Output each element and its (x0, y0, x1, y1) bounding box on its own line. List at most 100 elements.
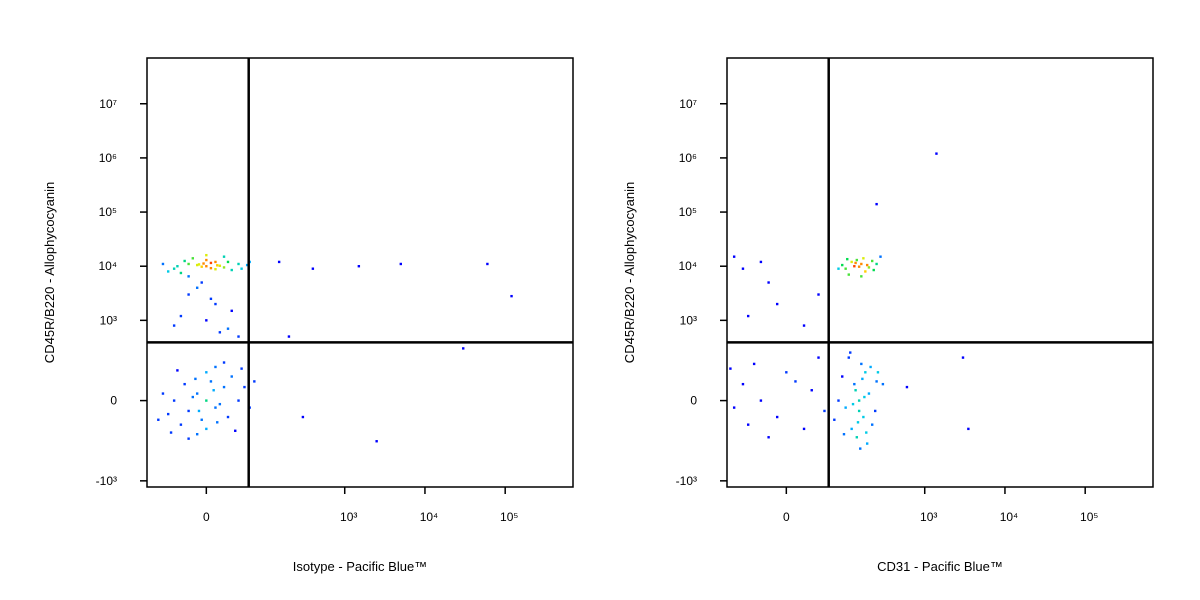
event-dot (205, 399, 208, 402)
event-dot (253, 380, 256, 383)
event-dot (881, 382, 885, 386)
event-dot (166, 270, 170, 273)
event-dot (161, 392, 165, 395)
event-dot (860, 275, 863, 278)
event-dot (226, 327, 230, 330)
y-tick-label: -10³ (676, 474, 697, 488)
event-dot (209, 380, 213, 383)
event-dot (183, 259, 186, 263)
x-tick-label: 10⁴ (1000, 510, 1019, 524)
event-dot (867, 392, 871, 395)
event-dot (732, 255, 736, 258)
event-dot (187, 262, 190, 266)
event-dot (462, 347, 465, 350)
event-dot (862, 257, 865, 260)
event-dot (226, 260, 230, 264)
x-axis-label: CD31 - Pacific Blue™ (877, 559, 1003, 574)
event-dot (854, 389, 857, 392)
event-dot (240, 267, 243, 270)
event-dot (243, 385, 246, 389)
event-dot (209, 261, 213, 265)
event-dot (847, 356, 850, 359)
event-dot (157, 418, 160, 421)
event-dot (851, 402, 855, 406)
event-dot (205, 427, 208, 431)
event-dot (230, 268, 233, 272)
event-dot (842, 433, 846, 436)
event-dot (841, 375, 844, 378)
event-dot (200, 281, 203, 284)
event-dot (176, 265, 179, 268)
event-dot (357, 265, 361, 268)
event-dot (375, 440, 378, 443)
event-dot (195, 263, 199, 267)
event-dot (864, 371, 867, 374)
plot-frame (146, 57, 574, 488)
event-dot (195, 392, 199, 395)
event-dot (785, 371, 788, 374)
event-dot (172, 399, 176, 402)
event-dot (961, 356, 965, 359)
event-dot (179, 423, 183, 426)
event-dot (240, 367, 243, 370)
event-dot (846, 257, 849, 261)
event-dot (855, 258, 859, 262)
event-dot (837, 267, 840, 270)
event-dot (179, 271, 183, 275)
event-dot (191, 395, 195, 399)
event-dot (209, 266, 213, 270)
x-axis-label: Isotype - Pacific Blue™ (293, 559, 427, 574)
event-dot (861, 377, 864, 381)
event-dot (867, 266, 871, 269)
event-dot (741, 267, 745, 270)
y-tick-label: 10³ (100, 313, 117, 327)
event-dot (161, 262, 165, 266)
x-tick-label: 10³ (920, 510, 937, 524)
y-tick-label: 10⁴ (678, 259, 697, 273)
y-tick-label: 0 (110, 394, 117, 408)
event-dot (802, 324, 806, 327)
event-dot (218, 402, 222, 406)
event-dot (245, 263, 249, 267)
event-dot (865, 431, 868, 434)
event-dot (856, 421, 860, 424)
event-dot (863, 395, 866, 399)
event-dot (817, 356, 820, 359)
event-dot (205, 319, 208, 322)
event-dot (752, 362, 756, 366)
event-dot (218, 264, 222, 267)
event-dot (205, 265, 208, 268)
y-tick-label: 10⁶ (679, 151, 697, 165)
event-dot (847, 273, 850, 276)
x-tick-label: 0 (783, 510, 790, 524)
event-dot (879, 255, 882, 258)
event-dot (187, 409, 190, 413)
event-dot (205, 258, 208, 262)
event-dot (172, 267, 176, 270)
y-tick-label: 10⁴ (98, 259, 117, 273)
event-dot (854, 261, 857, 265)
event-dot (746, 423, 750, 426)
event-dot (205, 253, 208, 257)
event-dot (197, 409, 201, 413)
event-dot (905, 385, 909, 389)
event-dot (746, 314, 750, 318)
event-dot (871, 423, 874, 426)
event-dot (859, 447, 862, 450)
event-dot (775, 415, 779, 419)
event-dot (741, 382, 745, 386)
event-dot (183, 382, 186, 386)
event-dot (230, 375, 233, 378)
y-tick-label: 0 (690, 394, 697, 408)
event-dot (214, 406, 217, 409)
event-dot (169, 431, 173, 434)
event-dot (869, 365, 872, 369)
event-dot (172, 324, 176, 327)
x-tick-label: 10³ (340, 510, 357, 524)
x-tick-label: 10⁵ (1080, 510, 1098, 524)
event-dot (853, 265, 856, 268)
x-tick-label: 10⁴ (420, 510, 439, 524)
event-dot (194, 377, 197, 381)
event-dot (200, 418, 203, 421)
event-dot (729, 367, 732, 370)
